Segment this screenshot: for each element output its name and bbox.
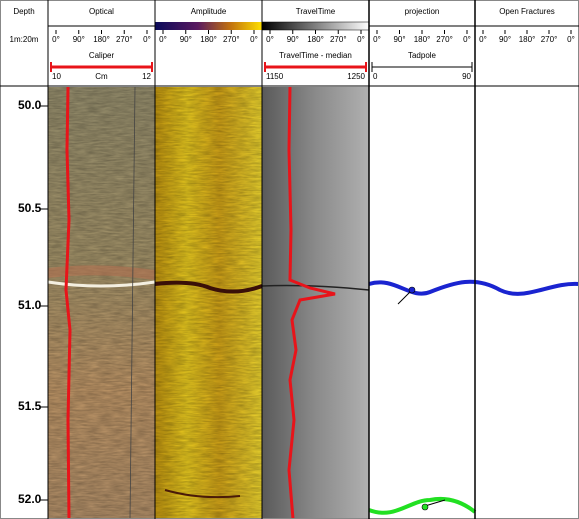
track-title: Open Fractures [499,7,555,16]
scale-label: 0° [266,35,274,44]
scale-label: 270° [330,35,347,44]
scale-label: 0° [463,35,471,44]
curve-max: 1250 [347,72,365,81]
amplitude-fracture [154,280,263,294]
scale-label: 1m:20m [10,35,39,44]
scale-label: 270° [223,35,240,44]
curve-min: 10 [52,72,61,81]
scale-label: 180° [93,35,110,44]
images [47,86,579,519]
scale-label: 0° [52,35,60,44]
traveltime-fracture [261,284,370,291]
track-title: Amplitude [191,7,227,16]
scale-label: 90° [73,35,85,44]
amplitude-fracture [164,489,241,499]
scale-label: 90° [287,35,299,44]
curve-min: 0 [373,72,378,81]
scale-label: 180° [200,35,217,44]
sinusoid-green [368,497,477,515]
scale-label: 180° [307,35,324,44]
depth-label: 51.0 [18,298,42,312]
curve-name: TravelTime - median [279,51,352,60]
tadpole-dot [408,286,416,294]
amplitude-colorbar [155,22,262,30]
scale-label: 180° [414,35,431,44]
scale-label: 0° [373,35,381,44]
depth-label: 50.0 [18,98,42,112]
track-title: projection [405,7,440,16]
scale-label: 0° [159,35,167,44]
curve-max: 12 [142,72,151,81]
sinusoid-blue [368,279,579,296]
track-title: Optical [89,7,114,16]
curve-name: Caliper [89,51,115,60]
depth-label: 50.5 [18,201,42,215]
caliper-curve [64,86,72,519]
scale-label: 270° [436,35,453,44]
scale-label: 90° [393,35,405,44]
curve-min: 1150 [266,72,284,81]
optical-fracture [47,280,156,288]
scale-label: 0° [143,35,151,44]
scale-label: 90° [180,35,192,44]
scale-label: 270° [541,35,558,44]
optical-band [48,265,155,280]
scale-label: 0° [567,35,575,44]
traveltime-image [262,87,369,519]
scale-label: 0° [250,35,258,44]
amplitude-texture [155,87,262,519]
scale-label: 270° [116,35,133,44]
curve-unit: Cm [95,72,108,81]
scale-label: 0° [357,35,365,44]
track-title: Depth [13,7,34,16]
traveltime-median-curve [287,86,336,519]
tadpole [424,499,446,507]
scale-label: 0° [479,35,487,44]
tadpole-dot [421,503,429,511]
optical-line [129,86,136,519]
curve-name: Tadpole [408,51,437,60]
traveltime-colorbar [261,21,370,31]
track-title: TravelTime [296,7,336,16]
optical-texture [48,87,155,519]
depth-label: 52.0 [18,492,42,506]
scale-label: 180° [519,35,536,44]
curve-max: 90 [462,72,471,81]
scale-label: 90° [499,35,511,44]
depth-label: 51.5 [18,399,42,413]
